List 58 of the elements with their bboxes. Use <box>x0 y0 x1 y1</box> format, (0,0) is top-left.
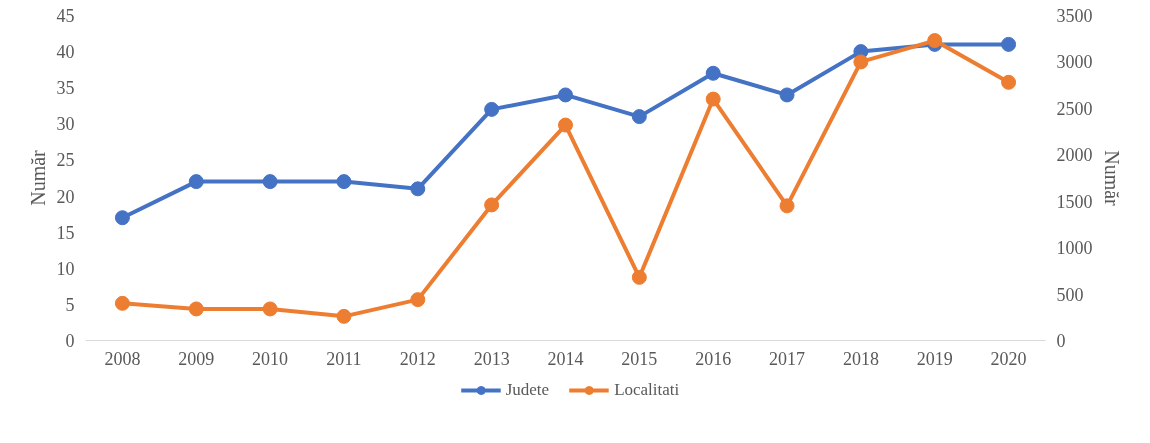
x-tick-label: 2011 <box>326 348 362 369</box>
y2-tick-label: 1500 <box>1056 191 1093 212</box>
point <box>779 87 795 103</box>
y-tick-label: 10 <box>56 258 75 279</box>
point <box>631 109 647 125</box>
point <box>188 301 204 317</box>
y-tick-label: 15 <box>56 222 75 243</box>
point <box>558 87 573 103</box>
x-tick-label: 2017 <box>769 348 806 369</box>
point <box>484 197 500 213</box>
y2-axis-title: Număr <box>1100 150 1123 207</box>
x-tick-label: 2016 <box>695 348 732 369</box>
point <box>262 301 278 317</box>
point <box>853 54 869 70</box>
y-tick-label: 30 <box>56 114 75 135</box>
point <box>484 101 500 117</box>
point <box>114 210 130 226</box>
y-axis-title: Număr <box>26 149 49 206</box>
point <box>558 117 573 133</box>
y2-tick-label: 3500 <box>1056 6 1093 26</box>
y-tick-label: 20 <box>56 186 75 207</box>
x-tick-label: 2019 <box>916 348 953 369</box>
point <box>705 65 721 81</box>
y2-tick-label: 500 <box>1056 284 1084 305</box>
y-tick-label: 35 <box>56 78 75 99</box>
x-tick-label: 2009 <box>178 348 215 369</box>
point <box>705 91 721 107</box>
point <box>410 181 426 197</box>
y-tick-label: 45 <box>56 6 75 26</box>
point <box>188 174 204 190</box>
point <box>114 295 130 311</box>
point <box>1001 74 1017 90</box>
x-tick-label: 2020 <box>990 348 1027 369</box>
x-tick-label: 2015 <box>621 348 658 369</box>
x-tick-label: 2014 <box>547 348 584 369</box>
point <box>336 308 352 324</box>
point <box>1001 36 1017 52</box>
point <box>631 269 647 285</box>
y-tick-label: 40 <box>56 42 75 63</box>
x-tick-label: 2013 <box>473 348 510 369</box>
legend-label: Judete <box>505 379 550 400</box>
y2-tick-label: 2500 <box>1056 98 1093 119</box>
y2-tick-label: 0 <box>1056 331 1066 351</box>
point <box>410 292 426 308</box>
x-tick-label: 2012 <box>399 348 436 369</box>
y2-tick-label: 3000 <box>1056 52 1093 73</box>
point <box>262 174 278 190</box>
y-tick-label: 0 <box>65 331 75 351</box>
y2-tick-label: 1000 <box>1056 238 1093 259</box>
y2-tick-label: 2000 <box>1056 145 1093 166</box>
point <box>336 174 352 190</box>
legend-label: Localitati <box>614 379 680 400</box>
x-tick-label: 2010 <box>252 348 289 369</box>
x-tick-label: 2008 <box>104 348 141 369</box>
y-tick-label: 5 <box>65 294 75 315</box>
y-tick-label: 25 <box>56 150 75 171</box>
point <box>779 198 795 214</box>
x-tick-label: 2018 <box>842 348 879 369</box>
